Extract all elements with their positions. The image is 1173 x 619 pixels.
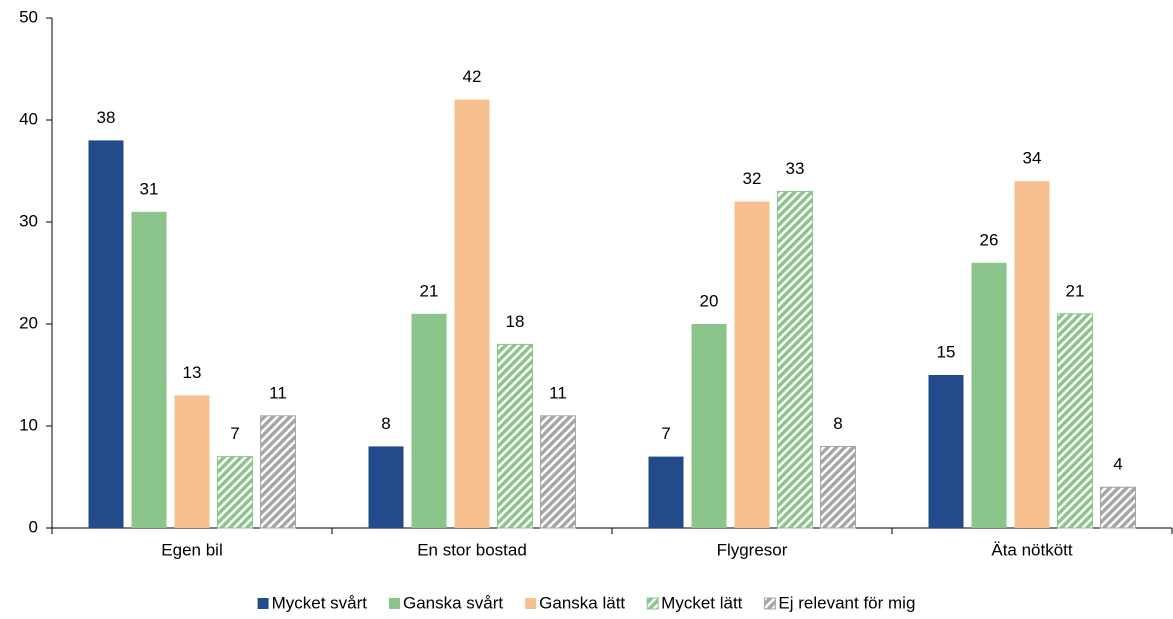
value-label: 4	[1113, 455, 1122, 474]
legend-label: Ganska svårt	[403, 593, 503, 612]
bar	[1100, 486, 1136, 529]
value-label: 33	[786, 159, 805, 178]
y-tick-label: 20	[19, 313, 38, 332]
x-tick-label: Egen bil	[161, 540, 222, 559]
bar	[971, 262, 1007, 528]
bar	[691, 324, 727, 528]
bar	[1057, 313, 1093, 529]
value-label: 13	[183, 363, 202, 382]
value-label: 7	[230, 424, 239, 443]
bar	[368, 446, 404, 528]
bar	[540, 415, 576, 529]
value-label: 32	[743, 169, 762, 188]
value-label: 11	[549, 383, 567, 402]
bar	[497, 343, 533, 529]
legend-label: Ganska lätt	[539, 593, 625, 612]
legend-swatch	[525, 598, 537, 609]
value-label: 20	[700, 291, 719, 310]
bar	[88, 140, 124, 528]
value-label: 21	[1066, 281, 1085, 300]
value-label: 8	[833, 414, 842, 433]
legend-label: Mycket svårt	[272, 593, 368, 612]
value-label: 34	[1023, 149, 1042, 168]
value-label: 11	[269, 383, 287, 402]
y-tick-label: 30	[19, 211, 38, 230]
value-label: 18	[506, 312, 525, 331]
y-tick-label: 0	[29, 517, 38, 536]
legend-label: Mycket lätt	[661, 593, 743, 612]
bar	[820, 445, 856, 529]
legend-label: Ej relevant för mig	[778, 593, 915, 612]
bar	[648, 456, 684, 528]
bar	[174, 395, 210, 528]
legend-swatch	[763, 597, 776, 610]
value-label: 26	[980, 230, 999, 249]
bar	[454, 99, 490, 528]
bar	[1014, 181, 1050, 528]
y-tick-label: 10	[19, 415, 38, 434]
x-tick-label: Äta nötkött	[991, 540, 1073, 559]
legend-swatch	[389, 598, 400, 609]
legend-swatch	[646, 597, 659, 610]
y-tick-label: 40	[19, 109, 38, 128]
bar	[411, 313, 447, 528]
value-label: 38	[97, 108, 116, 127]
value-label: 21	[420, 281, 439, 300]
x-tick-label: En stor bostad	[417, 540, 527, 559]
bar	[217, 456, 253, 529]
bar	[777, 190, 813, 529]
value-label: 7	[661, 424, 670, 443]
y-tick-label: 50	[19, 7, 38, 26]
value-label: 8	[381, 414, 390, 433]
bar	[260, 415, 296, 529]
bar	[131, 211, 167, 529]
value-label: 42	[463, 67, 482, 86]
value-label: 31	[140, 179, 159, 198]
x-tick-label: Flygresor	[717, 540, 788, 559]
bar	[734, 201, 770, 528]
legend-swatch	[257, 598, 269, 609]
value-label: 15	[937, 342, 956, 361]
bar	[928, 375, 964, 528]
